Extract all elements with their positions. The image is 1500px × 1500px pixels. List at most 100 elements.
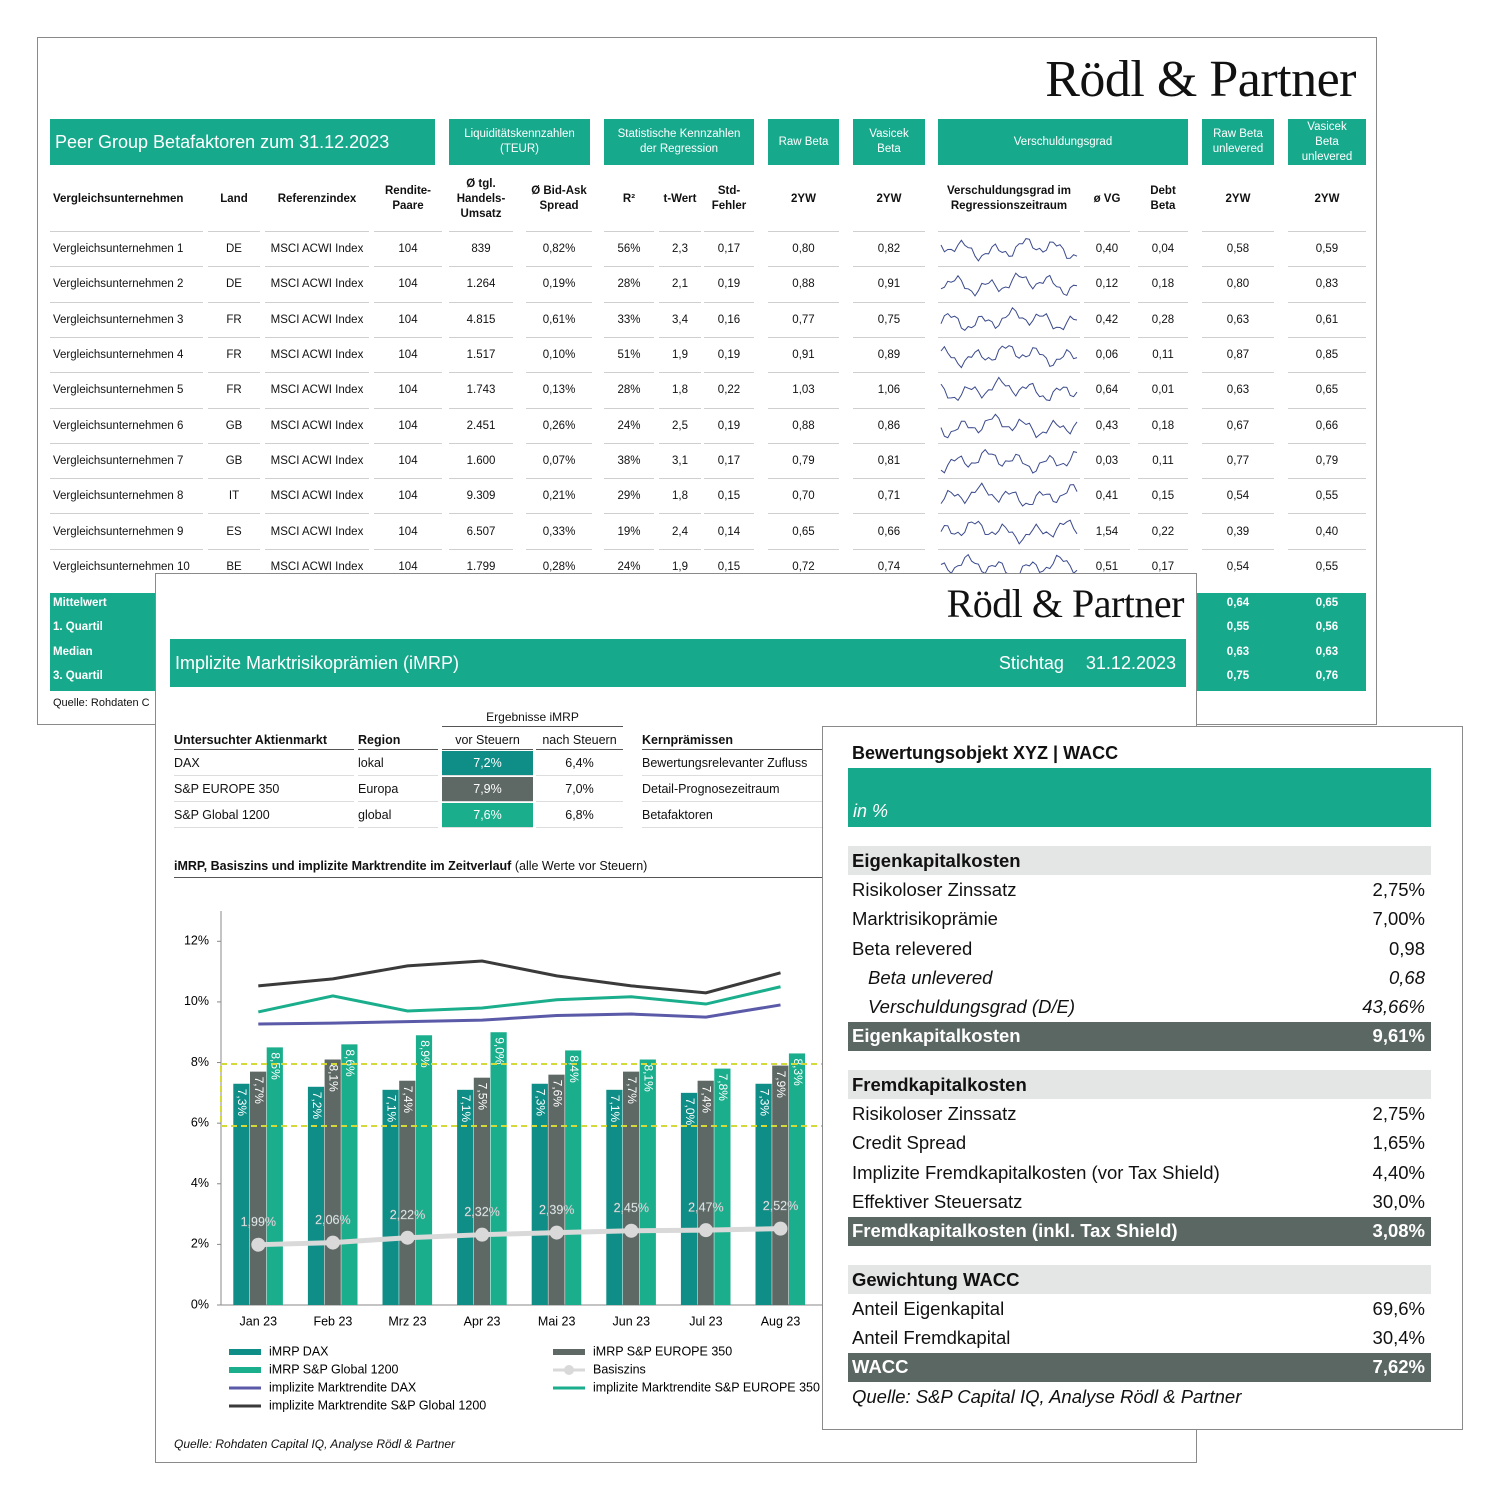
column-header: Ø tgl. Handels-Umsatz — [456, 177, 506, 220]
table-cell: 0,83 — [1288, 266, 1366, 301]
point-label: 1,99% — [241, 1215, 276, 1229]
table-cell: 0,91 — [853, 266, 925, 301]
sparkline-path — [940, 272, 1078, 298]
line — [257, 985, 781, 1014]
line-marker — [251, 1237, 266, 1252]
bar-label: 8,3% — [791, 1058, 805, 1086]
table-cell: 2,4 — [659, 513, 701, 548]
table-cell: 0,12 — [1084, 266, 1130, 301]
wacc-panel: Bewertungsobjekt XYZ | WACC in % Eigenkapi… — [822, 726, 1463, 1430]
table-cell: GB — [208, 442, 260, 478]
table-cell: S&P Global 1200 — [174, 803, 354, 828]
x-tick-label: Feb 23 — [313, 1314, 352, 1328]
total-value: 3,08% — [1372, 1220, 1425, 1242]
summary-value: 0,63 — [1226, 645, 1250, 658]
line-marker — [549, 1225, 564, 1240]
sparkline-path — [940, 519, 1078, 546]
table-cell: Betafaktoren — [642, 803, 942, 828]
legend-label: implizite Marktrendite S&P EUROPE 350 — [593, 1380, 820, 1394]
table-cell: 0,74 — [853, 548, 925, 584]
table-cell: 0,80 — [1202, 266, 1274, 301]
table-cell: 0,18 — [1138, 266, 1188, 301]
legend-label: iMRP DAX — [269, 1344, 329, 1358]
table-cell: 9.309 — [449, 478, 513, 513]
table-cell: 6.507 — [449, 513, 513, 548]
y-tick-label: 8% — [191, 1055, 209, 1069]
table-cell: 0,54 — [1202, 548, 1274, 584]
bar — [680, 1092, 698, 1305]
table-cell: DAX — [174, 751, 354, 776]
sparkline — [940, 519, 1078, 546]
table-cell: 0,75 — [853, 301, 925, 337]
summary-value: 0,55 — [1226, 621, 1250, 634]
summary-value: 0,65 — [1315, 597, 1339, 609]
table-cell: 1,9 — [659, 548, 701, 584]
legend-swatch — [553, 1349, 585, 1355]
bar — [266, 1047, 283, 1305]
row-value: 2,75% — [1372, 1103, 1425, 1125]
row-label: Implizite Fremdkapitalkosten (vor Tax Sh… — [852, 1161, 1220, 1183]
row-value: 30,4% — [1372, 1327, 1425, 1349]
row-value: 0,98 — [1388, 937, 1425, 959]
total-label: Fremdkapitalkosten (inkl. Tax Shield) — [852, 1220, 1178, 1242]
table-cell: GB — [208, 407, 260, 443]
table-cell: 0,61 — [1288, 301, 1366, 337]
row-value: 0,68 — [1388, 966, 1425, 988]
point-label: 2,39% — [539, 1203, 574, 1217]
bar — [623, 1071, 640, 1305]
total-value: 9,61% — [1372, 1025, 1425, 1047]
table-cell: 0,22 — [704, 372, 754, 407]
table-cell: 0,72 — [768, 548, 839, 584]
point-label: 2,45% — [614, 1201, 649, 1215]
table-cell — [938, 407, 1080, 443]
wacc-section: Gewichtung WACC Anteil Eigenkapital 69,6% A… — [848, 1264, 1431, 1383]
group-header: Raw Beta — [768, 119, 839, 165]
table-cell: Europa — [358, 777, 438, 802]
table-cell: 0,79 — [768, 442, 839, 478]
table-cell: 104 — [374, 301, 442, 337]
table-cell: 28% — [604, 266, 654, 301]
table-cell: 2,1 — [659, 266, 701, 301]
bar — [457, 1089, 474, 1305]
table-cell: 0,64 — [1084, 372, 1130, 407]
wacc-row: Effektiver Steuersatz 30,0% — [848, 1187, 1431, 1216]
bar — [399, 1080, 416, 1305]
table-cell: 2.451 — [449, 407, 513, 443]
section-header: Eigenkapitalkosten — [848, 846, 1431, 876]
table-cell: 0,11 — [1138, 442, 1188, 478]
total-row: Eigenkapitalkosten 9,61% — [848, 1021, 1431, 1052]
table-cell: 38% — [604, 442, 654, 478]
chart-title-line: iMRP, Basiszins und implizite Marktrendi… — [174, 859, 874, 878]
table-cell: Vergleichsunternehmen 1 — [50, 231, 203, 266]
wacc-row: Marktrisikoprämie 7,00% — [848, 905, 1431, 934]
column-header: Vergleichsunternehmen — [53, 192, 184, 205]
table-cell — [938, 372, 1080, 407]
row-value: 1,65% — [1372, 1132, 1425, 1154]
total-label: Eigenkapitalkosten — [852, 1025, 1021, 1047]
table-cell: 104 — [374, 478, 442, 513]
bar — [606, 1089, 623, 1305]
row-value: 43,66% — [1362, 996, 1425, 1018]
table-cell: 0,07% — [526, 442, 592, 478]
wacc-section: Fremdkapitalkosten Risikoloser Zinssatz 2,… — [848, 1070, 1431, 1246]
column-header: 2YW — [791, 192, 816, 205]
bar — [415, 1035, 433, 1305]
table-cell: MSCI ACWI Index — [265, 231, 369, 266]
line-marker — [475, 1227, 490, 1242]
row-label: Effektiver Steuersatz — [852, 1190, 1023, 1212]
table-cell: 0,18 — [1138, 407, 1188, 443]
bar-label: 7,3% — [757, 1089, 771, 1117]
column-header: 2YW — [876, 192, 902, 205]
row-label: Anteil Eigenkapital — [852, 1297, 1005, 1319]
table-cell: 56% — [604, 231, 654, 266]
line — [258, 1226, 781, 1248]
group-header: Vasicek Beta unlevered — [1288, 119, 1366, 165]
summary-label: 3. Quartil — [53, 670, 103, 683]
bar-label: 7,7% — [625, 1077, 639, 1105]
bar-label: 8,1% — [327, 1065, 341, 1093]
table-cell: 1,8 — [659, 372, 701, 407]
table-cell: 0,82% — [526, 231, 592, 266]
table-cell: MSCI ACWI Index — [265, 266, 369, 301]
summary-label: 1. Quartil — [53, 621, 103, 634]
